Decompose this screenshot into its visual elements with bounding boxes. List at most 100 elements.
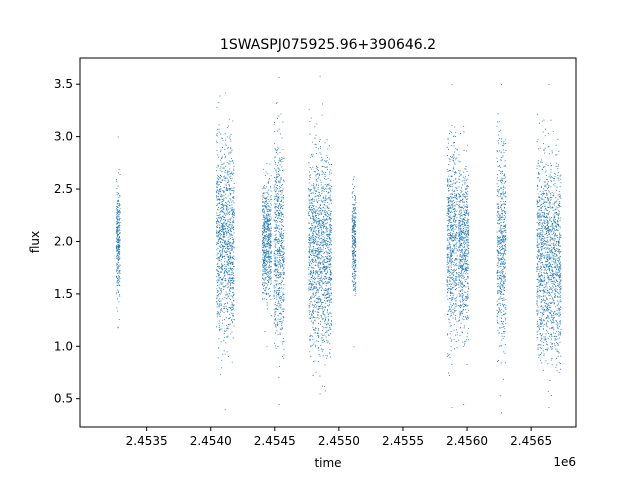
data-point bbox=[328, 197, 330, 199]
data-point bbox=[314, 281, 316, 283]
data-point bbox=[314, 225, 316, 227]
data-point bbox=[269, 288, 271, 289]
data-point bbox=[331, 279, 332, 280]
data-point bbox=[265, 171, 267, 173]
data-point bbox=[220, 244, 222, 245]
data-point bbox=[314, 212, 315, 213]
data-point bbox=[221, 266, 222, 267]
data-point bbox=[355, 238, 356, 240]
data-point bbox=[447, 247, 449, 249]
data-point bbox=[314, 220, 316, 221]
data-point bbox=[262, 194, 264, 196]
data-point bbox=[466, 233, 468, 235]
data-point bbox=[315, 283, 317, 285]
data-point bbox=[319, 273, 320, 275]
data-point bbox=[263, 245, 265, 247]
data-point bbox=[282, 280, 284, 282]
data-point bbox=[262, 298, 264, 300]
data-point bbox=[310, 283, 312, 285]
data-point bbox=[320, 220, 322, 221]
data-point bbox=[280, 253, 281, 255]
data-point bbox=[309, 336, 311, 337]
data-point bbox=[320, 270, 322, 272]
data-point bbox=[319, 283, 321, 285]
data-point bbox=[269, 246, 271, 248]
data-point bbox=[277, 315, 279, 317]
data-point bbox=[262, 292, 264, 293]
data-point bbox=[274, 131, 276, 133]
data-point bbox=[224, 250, 226, 252]
data-point bbox=[322, 185, 324, 187]
data-point bbox=[231, 312, 233, 314]
data-point bbox=[263, 279, 265, 281]
data-point bbox=[353, 178, 354, 180]
data-point bbox=[229, 262, 231, 264]
data-point bbox=[268, 233, 270, 235]
data-point bbox=[319, 375, 321, 377]
data-point bbox=[320, 280, 322, 282]
data-point bbox=[230, 259, 232, 261]
data-point bbox=[277, 248, 278, 250]
data-point bbox=[459, 262, 461, 264]
data-point bbox=[317, 221, 319, 223]
data-point bbox=[279, 272, 281, 274]
data-point bbox=[455, 276, 457, 278]
data-point bbox=[117, 266, 118, 268]
data-point bbox=[324, 292, 326, 294]
data-point bbox=[216, 218, 218, 219]
data-point bbox=[447, 334, 448, 336]
data-point bbox=[275, 224, 277, 225]
data-point bbox=[263, 205, 265, 207]
data-point bbox=[225, 307, 227, 309]
data-point bbox=[230, 253, 231, 255]
data-point bbox=[279, 263, 281, 265]
data-point bbox=[279, 234, 281, 235]
data-point bbox=[226, 222, 228, 224]
data-point bbox=[218, 326, 220, 328]
data-point bbox=[118, 301, 120, 303]
data-point bbox=[453, 200, 455, 202]
data-point bbox=[224, 264, 226, 265]
data-point bbox=[266, 245, 268, 247]
data-point bbox=[453, 215, 455, 217]
data-point bbox=[327, 207, 328, 209]
data-point bbox=[283, 354, 285, 356]
data-point bbox=[268, 276, 270, 278]
data-point bbox=[319, 250, 320, 252]
data-point bbox=[277, 276, 279, 278]
data-point bbox=[447, 204, 449, 206]
data-point bbox=[462, 239, 464, 241]
data-point bbox=[319, 247, 321, 248]
data-point bbox=[117, 327, 119, 329]
data-point bbox=[312, 270, 314, 272]
data-point bbox=[223, 231, 225, 233]
data-point bbox=[218, 156, 220, 158]
data-point bbox=[453, 269, 455, 271]
data-point bbox=[232, 245, 234, 247]
data-point bbox=[314, 264, 316, 266]
data-point bbox=[323, 222, 324, 224]
data-point bbox=[327, 259, 329, 261]
data-point bbox=[450, 210, 452, 212]
data-point bbox=[226, 336, 228, 338]
data-point bbox=[117, 244, 119, 246]
data-point bbox=[264, 187, 266, 189]
data-point bbox=[265, 257, 267, 258]
data-point bbox=[264, 205, 266, 207]
data-point bbox=[274, 203, 276, 205]
data-point bbox=[264, 259, 266, 261]
data-point bbox=[449, 196, 451, 198]
data-point bbox=[324, 210, 326, 212]
data-point bbox=[231, 257, 233, 259]
data-point bbox=[218, 260, 220, 262]
data-point bbox=[321, 312, 323, 314]
data-point bbox=[354, 258, 356, 260]
data-point bbox=[450, 288, 452, 290]
data-point bbox=[447, 179, 449, 181]
data-point bbox=[118, 217, 120, 219]
data-point bbox=[308, 249, 310, 251]
data-point bbox=[328, 288, 330, 289]
data-point bbox=[275, 345, 277, 347]
data-point bbox=[328, 278, 330, 280]
data-point bbox=[118, 210, 120, 212]
